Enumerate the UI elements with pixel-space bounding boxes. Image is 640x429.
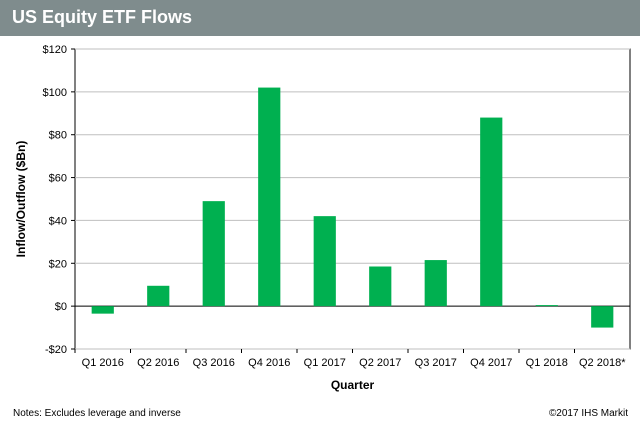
bar bbox=[591, 306, 614, 328]
y-tick-label: $20 bbox=[49, 258, 67, 270]
x-tick-label: Q4 2017 bbox=[470, 357, 512, 369]
bar bbox=[202, 201, 225, 307]
x-tick-label: Q2 2018* bbox=[579, 357, 626, 369]
bar bbox=[147, 285, 170, 307]
y-tick-label: $100 bbox=[43, 87, 67, 99]
y-axis-title: Inflow/Outflow ($Bn) bbox=[14, 141, 28, 258]
bar-chart: -$20 $0 $20 $40 $60 $80 $100 $120 Q1 2016 Q2 2016… bbox=[14, 44, 631, 392]
x-tick-label: Q1 2018 bbox=[526, 357, 568, 369]
bar bbox=[480, 117, 503, 307]
bar bbox=[369, 266, 392, 307]
bar bbox=[535, 305, 558, 307]
bar bbox=[313, 216, 336, 307]
x-tick-label: Q1 2017 bbox=[304, 357, 346, 369]
x-axis-title: Quarter bbox=[331, 378, 375, 392]
x-tick-label: Q1 2016 bbox=[82, 357, 124, 369]
y-tick-label: $120 bbox=[43, 44, 67, 56]
y-tick-label: $60 bbox=[49, 173, 67, 185]
x-tick-label: Q2 2017 bbox=[359, 357, 401, 369]
bar bbox=[91, 306, 114, 314]
x-tick-label: Q4 2016 bbox=[248, 357, 290, 369]
x-tick-label: Q2 2016 bbox=[137, 357, 179, 369]
chart-title: US Equity ETF Flows bbox=[12, 7, 193, 27]
y-tick-label: $40 bbox=[49, 215, 67, 227]
y-tick-label: $80 bbox=[49, 130, 67, 142]
title-bar: US Equity ETF Flows bbox=[0, 0, 640, 36]
x-tick-label: Q3 2016 bbox=[193, 357, 235, 369]
bar bbox=[424, 260, 447, 307]
footnote: Notes: Excludes leverage and inverse bbox=[13, 408, 181, 419]
bar bbox=[258, 87, 281, 307]
x-tick-label: Q3 2017 bbox=[415, 357, 457, 369]
y-tick-label: $0 bbox=[55, 301, 67, 313]
copyright: ©2017 IHS Markit bbox=[548, 408, 628, 419]
y-tick-label: -$20 bbox=[45, 344, 67, 356]
